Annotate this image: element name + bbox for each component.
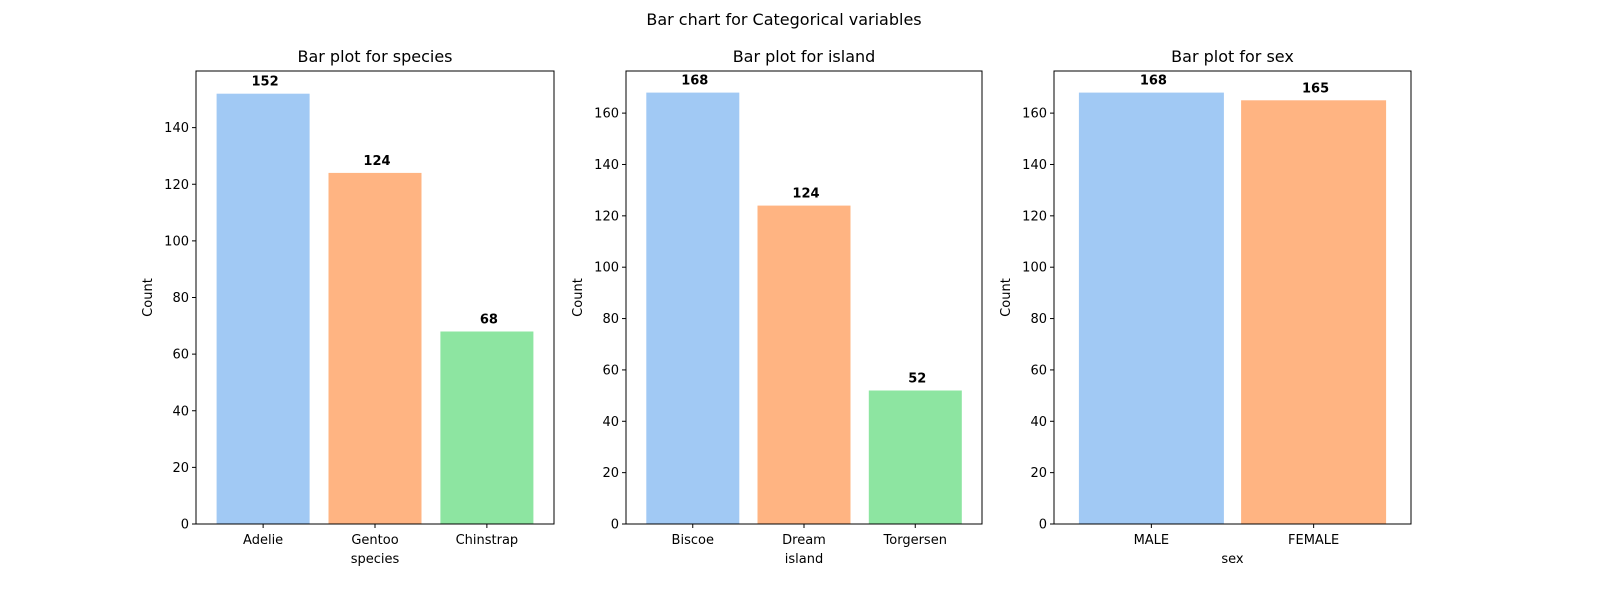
data-label-chinstrap: 68 [480,313,498,328]
y-tick-label: 120 [1022,209,1047,224]
x-tick-label-gentoo: Gentoo [351,533,398,548]
y-tick-label: 0 [611,518,619,533]
x-tick-label-adelie: Adelie [243,533,283,548]
y-tick-label: 0 [181,518,189,533]
x-tick-label-biscoe: Biscoe [672,533,714,548]
y-tick-label: 100 [594,261,619,276]
subplot-title: Bar plot for island [733,47,876,66]
y-tick-label: 0 [1039,518,1047,533]
bar-female [1241,100,1387,525]
y-tick-label: 160 [594,107,619,122]
x-tick-label-torgersen: Torgersen [883,533,947,548]
bar-gentoo [328,172,422,524]
x-tick-label-male: MALE [1134,533,1170,548]
y-axis-label: Count [571,278,586,317]
y-tick-label: 100 [164,234,189,249]
y-tick-label: 80 [172,291,189,306]
bar-chinstrap [440,331,534,524]
subplot-title: Bar plot for sex [1171,47,1294,66]
subplot-title: Bar plot for species [297,47,452,66]
y-tick-label: 40 [602,415,619,430]
y-tick-label: 80 [602,312,619,327]
y-tick-label: 20 [172,461,189,476]
y-tick-label: 60 [1030,363,1047,378]
bar-dream [757,205,851,524]
y-tick-label: 100 [1022,261,1047,276]
data-label-female: 165 [1302,81,1329,96]
axes-frame [1053,70,1412,525]
y-tick-label: 120 [594,209,619,224]
y-tick-label: 20 [602,466,619,481]
subplot-2: 168 124 52 0 20 40 60 80 100 120 140 160 Biscoe Dream… [571,47,983,567]
y-tick-label: 80 [1030,312,1047,327]
data-label-male: 168 [1140,74,1167,89]
x-axis-label: sex [1221,552,1244,567]
bar-male [1078,92,1224,524]
y-tick-label: 120 [164,178,189,193]
bar-biscoe [646,92,740,524]
x-tick-label-female: FEMALE [1288,533,1339,548]
y-tick-label: 40 [1030,415,1047,430]
data-label-dream: 124 [792,187,819,202]
y-tick-label: 20 [1030,466,1047,481]
subplot-3: 168 165 0 20 40 60 80 100 120 140 160 MALE FEMALE Bar… [999,47,1412,567]
subplot-1: 152 124 68 0 20 40 60 80 100 120 140 Adelie Gentoo Ch… [141,47,555,567]
x-axis-label: island [785,552,823,567]
y-tick-label: 60 [172,348,189,363]
x-axis-label: species [351,552,400,567]
data-label-torgersen: 52 [908,372,926,387]
y-tick-label: 160 [1022,107,1047,122]
x-tick-label-dream: Dream [782,533,826,548]
data-label-gentoo: 124 [363,154,390,169]
bar-adelie [216,93,310,524]
y-tick-label: 40 [172,404,189,419]
data-label-biscoe: 168 [681,74,708,89]
y-tick-label: 140 [164,121,189,136]
y-tick-label: 140 [594,158,619,173]
data-label-adelie: 152 [252,75,279,90]
y-tick-label: 60 [602,363,619,378]
figure-title: Bar chart for Categorical variables [646,10,921,29]
y-axis-label: Count [999,278,1014,317]
bar-torgersen [868,390,962,524]
y-tick-label: 140 [1022,158,1047,173]
x-tick-label-chinstrap: Chinstrap [456,533,519,548]
y-axis-label: Count [141,278,156,317]
